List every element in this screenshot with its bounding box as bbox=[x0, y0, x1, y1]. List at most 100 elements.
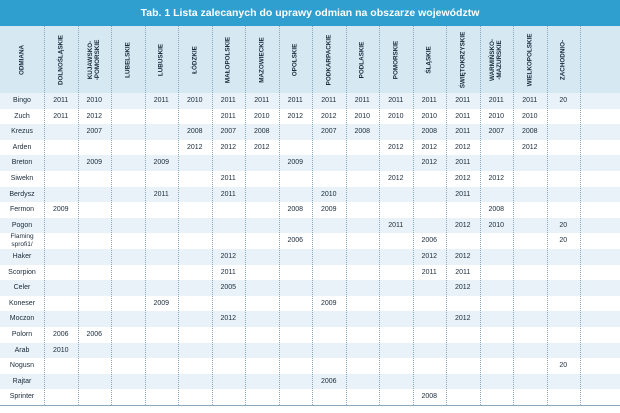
year-cell bbox=[513, 202, 547, 218]
year-cell: 2010 bbox=[421, 112, 438, 120]
column-divider bbox=[178, 26, 179, 405]
year-cell: 2011 bbox=[455, 128, 471, 136]
table-header-row bbox=[0, 26, 620, 93]
year-cell bbox=[346, 140, 380, 156]
year-cell bbox=[145, 202, 179, 218]
year-cell bbox=[245, 389, 279, 405]
year-cell bbox=[212, 327, 246, 343]
year-cell bbox=[245, 358, 279, 374]
year-cell bbox=[78, 265, 112, 281]
year-cell bbox=[346, 155, 380, 171]
year-cell: 2011 bbox=[455, 190, 471, 198]
year-cell: 2011 bbox=[153, 97, 169, 104]
year-cell: 2009 bbox=[153, 159, 170, 167]
year-cell: 2012 bbox=[454, 221, 471, 229]
year-cell: 2009 bbox=[153, 299, 170, 307]
header-region: DOLNOŚLĄSKIE bbox=[44, 26, 78, 93]
year-cell bbox=[547, 187, 581, 203]
year-cell bbox=[547, 327, 581, 343]
year-cell bbox=[245, 311, 279, 327]
year-cell: 2012 bbox=[488, 175, 505, 182]
year-cell bbox=[513, 187, 547, 203]
year-cell bbox=[379, 249, 413, 265]
year-cell bbox=[44, 280, 78, 296]
year-cell bbox=[480, 187, 514, 203]
year-cell: 2011 bbox=[354, 97, 370, 104]
year-cell: 20 bbox=[559, 221, 568, 229]
variety-name: Pogon bbox=[11, 221, 33, 229]
year-cell: 2010 bbox=[86, 97, 103, 104]
year-cell bbox=[513, 249, 547, 265]
year-cell bbox=[279, 171, 313, 187]
year-cell bbox=[312, 140, 346, 156]
year-cell bbox=[446, 389, 480, 405]
column-divider bbox=[479, 26, 481, 405]
year-cell bbox=[480, 389, 514, 405]
year-cell bbox=[145, 109, 179, 125]
year-cell bbox=[312, 358, 346, 374]
year-cell bbox=[480, 374, 514, 390]
year-cell: 2011 bbox=[220, 97, 236, 104]
year-cell: 2010 bbox=[52, 346, 69, 354]
column-divider bbox=[312, 26, 313, 405]
year-cell bbox=[111, 109, 145, 125]
header-label: ODMIANA bbox=[18, 44, 26, 75]
year-cell bbox=[413, 218, 447, 234]
year-cell bbox=[178, 311, 212, 327]
header-region: OPOLSKIE bbox=[279, 26, 313, 93]
year-cell: 2008 bbox=[488, 206, 505, 214]
year-cell bbox=[446, 343, 480, 359]
year-cell: 2011 bbox=[220, 112, 236, 120]
year-cell: 2010 bbox=[186, 97, 203, 104]
year-cell bbox=[480, 358, 514, 374]
variety-name: Zuch bbox=[14, 112, 30, 120]
year-cell: 2008 bbox=[253, 128, 270, 136]
year-cell bbox=[480, 140, 514, 156]
year-cell bbox=[145, 218, 179, 234]
variety-name: Scorpion bbox=[8, 268, 36, 276]
year-cell bbox=[279, 187, 313, 203]
header-region: ŚWIĘTOKRZYSKIE bbox=[446, 26, 480, 93]
year-cell bbox=[111, 187, 145, 203]
header-label: WIELKOPOLSKIE bbox=[526, 33, 534, 86]
year-cell: 2011 bbox=[254, 97, 270, 104]
column-divider bbox=[278, 26, 280, 405]
year-cell bbox=[178, 389, 212, 405]
table-row: Fermon 2009 2008 2009 2008 bbox=[0, 202, 620, 218]
year-cell bbox=[78, 358, 112, 374]
year-cell bbox=[78, 218, 112, 234]
header-odmiana: ODMIANA bbox=[0, 26, 44, 93]
table-row: Bingo 2011 2010 2011 2010 2011 2011 2011 2011 201… bbox=[0, 93, 620, 109]
year-cell: 2011 bbox=[220, 175, 236, 182]
year-cell bbox=[178, 374, 212, 390]
year-cell bbox=[145, 280, 179, 296]
year-cell: 2012 bbox=[454, 175, 471, 182]
year-cell: 2011 bbox=[522, 97, 538, 104]
year-cell bbox=[279, 327, 313, 343]
year-cell bbox=[78, 249, 112, 265]
year-cell bbox=[513, 265, 547, 281]
year-cell bbox=[379, 343, 413, 359]
table-row: Scorpion 2011 2011 2011 bbox=[0, 265, 620, 281]
table-row: Pogon 2011 2012 2010 20 bbox=[0, 217, 620, 234]
year-cell bbox=[279, 358, 313, 374]
year-cell bbox=[547, 374, 581, 390]
table-row: Zuch 2011 2012 2011 2010 2012 2012 2010 2010 2010… bbox=[0, 109, 620, 125]
year-cell bbox=[312, 389, 346, 405]
year-cell: 2008 bbox=[421, 128, 438, 136]
year-cell bbox=[480, 327, 514, 343]
variety-name: Berdysz bbox=[9, 190, 35, 198]
year-cell bbox=[513, 155, 547, 171]
year-cell bbox=[212, 343, 246, 359]
year-cell: 20 bbox=[559, 97, 568, 104]
year-cell bbox=[178, 218, 212, 234]
variety-name: Krezus bbox=[11, 128, 33, 136]
year-cell bbox=[145, 311, 179, 327]
year-cell: 2009 bbox=[86, 159, 103, 167]
variety-name: Fermon bbox=[9, 206, 35, 214]
column-divider bbox=[44, 26, 45, 405]
year-cell bbox=[111, 327, 145, 343]
header-label: MAŁOPOLSKIE bbox=[224, 36, 232, 83]
year-cell: 2011 bbox=[421, 97, 437, 104]
